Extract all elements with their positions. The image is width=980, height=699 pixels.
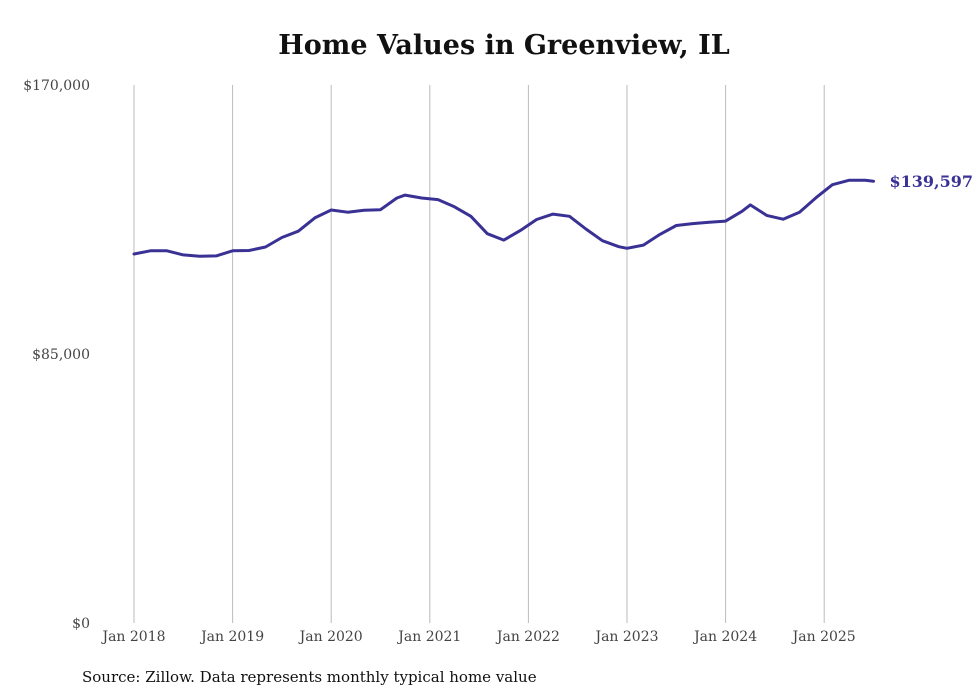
end-value-label: $139,597 (890, 172, 974, 191)
y-tick-label: $85,000 (32, 347, 90, 363)
y-tick-label: $170,000 (23, 78, 90, 94)
x-tick-label: Jan 2023 (593, 629, 658, 645)
x-tick-label: Jan 2021 (396, 629, 461, 645)
x-tick-label: Jan 2018 (100, 629, 165, 645)
chart-title: Home Values in Greenview, IL (278, 30, 730, 61)
x-tick-label: Jan 2020 (298, 629, 363, 645)
x-tick-label: Jan 2025 (791, 629, 856, 645)
x-tick-label: Jan 2024 (692, 629, 757, 645)
x-tick-label: Jan 2022 (495, 629, 560, 645)
series-line (132, 178, 875, 258)
x-tick-label: Jan 2019 (199, 629, 264, 645)
y-tick-label: $0 (72, 616, 90, 632)
source-note: Source: Zillow. Data represents monthly … (82, 668, 537, 686)
